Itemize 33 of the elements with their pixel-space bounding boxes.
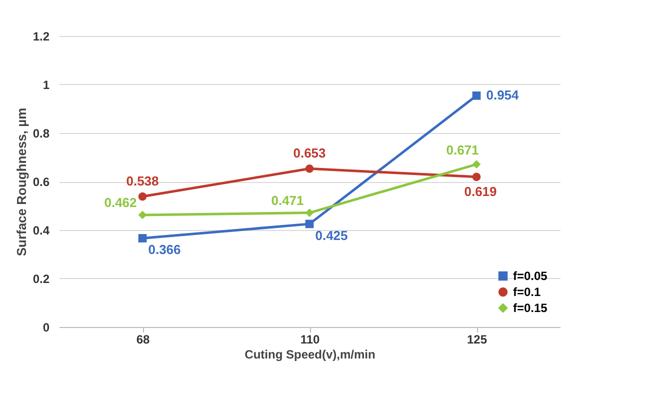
x-tick-label: 125 [466,332,488,346]
data-label: 0.954 [486,88,520,103]
x-tick-label: 68 [136,332,150,346]
data-label: 0.538 [126,174,159,189]
data-label: 0.471 [271,192,304,208]
data-label: 0.671 [446,142,479,158]
legend-label: f=0.05 [513,269,548,283]
y-tick-label: 0.2 [32,272,50,286]
data-label: 0.366 [148,242,181,258]
point [305,164,314,173]
point [305,220,314,228]
y-tick-label: 0 [42,320,50,334]
data-label: 0.462 [104,194,137,210]
y-tick-label: 0.4 [32,224,50,238]
y-tick-label: 0.6 [32,175,50,189]
y-axis-title: Surface Roughness, µm [14,108,29,256]
y-tick-label: 1 [42,78,50,92]
legend-label: f=0.15 [513,301,548,315]
point [472,172,481,182]
data-label: 0.619 [464,184,497,199]
point [472,91,481,100]
legend-label: f=0.1 [513,285,542,299]
point [138,234,147,242]
x-axis-title: Cuting Speed(v),m/min [244,348,376,362]
point [138,210,147,220]
y-tick-label: 1.2 [32,30,50,44]
x-tick-label: 110 [300,332,320,346]
data-label: 0.425 [315,228,348,243]
data-label: 0.653 [293,146,326,161]
y-tick-label: 0.8 [32,126,50,140]
point [472,160,481,168]
point [305,208,314,217]
point [138,192,147,201]
